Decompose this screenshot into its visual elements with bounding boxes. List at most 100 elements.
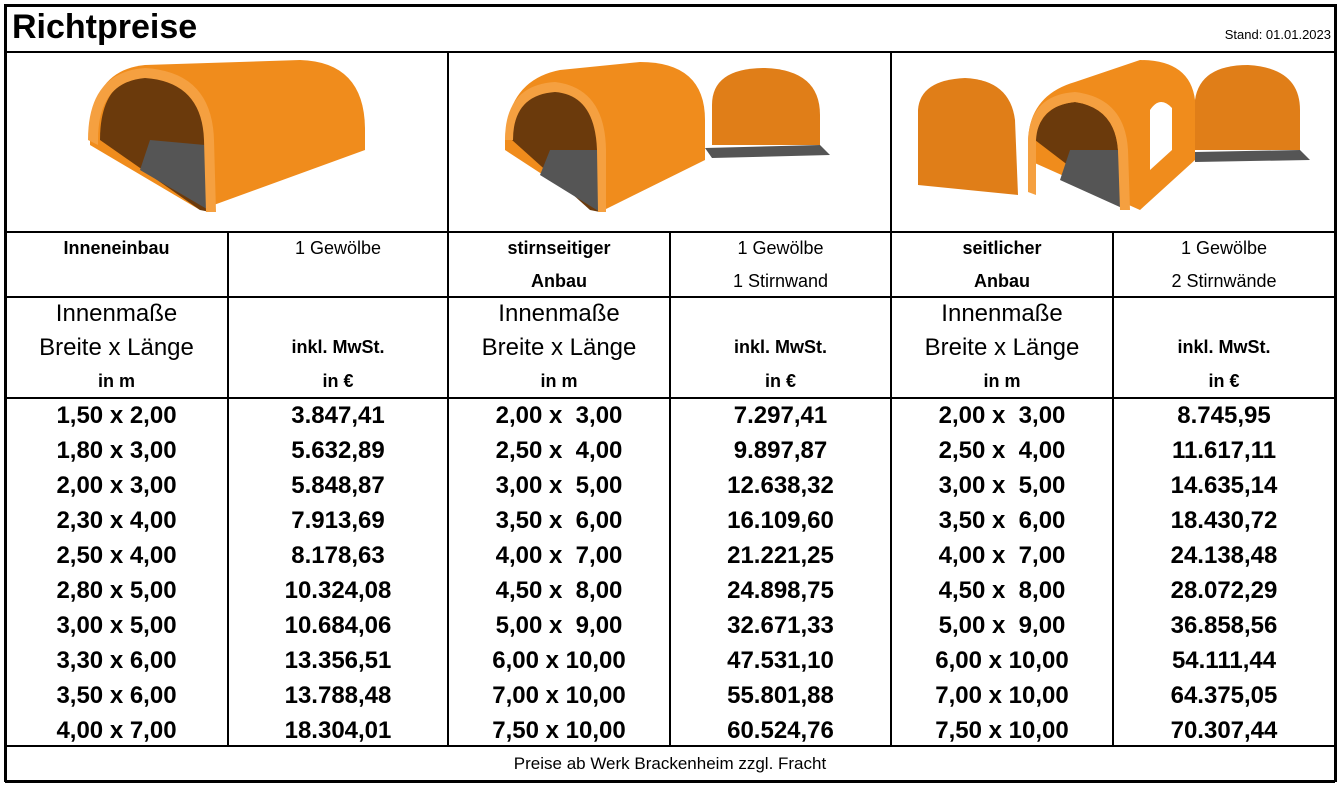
size-cell: 3,30 x 6,00	[5, 643, 228, 678]
price-cell: 70.307,44	[1113, 713, 1335, 748]
price-cell: 18.430,72	[1113, 503, 1335, 538]
cell-text: 32.671,33	[727, 612, 834, 639]
price-header: inkl. MwSt. in €	[228, 297, 448, 398]
footer: Preise ab Werk Brackenheim zzgl. Fracht	[513, 754, 827, 773]
price-cell: 10.324,08	[228, 573, 448, 608]
cell-text: in m	[983, 371, 1021, 391]
cell-text: 13.788,48	[284, 682, 392, 709]
section-name: Inneneinbau	[5, 232, 228, 297]
price-cell: 7.913,69	[228, 503, 448, 538]
size-cell: 3,50 x 6,00	[891, 503, 1113, 538]
section-name: seitlicher Anbau	[891, 232, 1113, 297]
cell-text: 2,30 x 4,00	[56, 507, 177, 534]
price-cell: 28.072,29	[1113, 573, 1335, 608]
cell-text: 3,50 x 6,00	[938, 507, 1066, 534]
cell-text: 2,00 x 3,00	[56, 472, 177, 499]
size-cell: 2,30 x 4,00	[5, 503, 228, 538]
rule	[5, 3, 1335, 7]
price-cell: 54.111,44	[1113, 643, 1335, 678]
cell-text: Anbau	[531, 271, 587, 291]
size-cell: 2,50 x 4,00	[891, 433, 1113, 468]
size-cell: 5,00 x 9,00	[891, 608, 1113, 643]
cell-text: 3,00 x 5,00	[938, 472, 1066, 499]
section-contents: 1 Gewölbe 2 Stirnwände	[1113, 232, 1335, 297]
size-cell: 2,50 x 4,00	[448, 433, 670, 468]
cell-text: 6,00 x 10,00	[492, 647, 626, 674]
cell-text: 7,50 x 10,00	[492, 717, 626, 744]
cell-text: 12.638,32	[727, 472, 834, 499]
cell-text: in m	[540, 371, 578, 391]
price-cell: 14.635,14	[1113, 468, 1335, 503]
cell-text: 55.801,88	[727, 682, 834, 709]
cell-text: 47.531,10	[727, 647, 834, 674]
cell-text: 36.858,56	[1170, 612, 1278, 639]
price-header: inkl. MwSt. in €	[1113, 297, 1335, 398]
size-cell: 7,50 x 10,00	[891, 713, 1113, 748]
cell-text: 4,50 x 8,00	[495, 577, 623, 604]
cell-text: in €	[764, 371, 796, 391]
size-cell: 2,00 x 3,00	[5, 468, 228, 503]
price-cell: 5.632,89	[228, 433, 448, 468]
price-cell: 55.801,88	[670, 678, 891, 713]
cell-text: 7,00 x 10,00	[492, 682, 626, 709]
size-cell: 3,50 x 6,00	[448, 503, 670, 538]
size-cell: 2,50 x 4,00	[5, 538, 228, 573]
price-cell: 24.898,75	[670, 573, 891, 608]
cell-text: 1 Gewölbe	[1180, 238, 1268, 258]
size-header: Innenmaße Breite x Länge in m	[891, 297, 1113, 398]
cell-text: 21.221,25	[727, 542, 834, 569]
cell-text: 8.178,63	[291, 542, 385, 569]
cell-text: 1 Gewölbe	[737, 238, 824, 258]
cell-text: stirnseitiger	[507, 238, 611, 258]
cell-text: inkl. MwSt.	[1177, 337, 1271, 357]
size-cell: 2,80 x 5,00	[5, 573, 228, 608]
size-cell: 7,00 x 10,00	[448, 678, 670, 713]
cell-text: Breite x Länge	[481, 334, 637, 361]
cell-text: seitlicher	[962, 238, 1042, 258]
cell-text: 16.109,60	[727, 507, 834, 534]
cell-text: Inneneinbau	[63, 238, 170, 258]
cell-text: 28.072,29	[1170, 577, 1278, 604]
section-contents: 1 Gewölbe 1 Stirnwand	[670, 232, 891, 297]
size-cell: 4,50 x 8,00	[448, 573, 670, 608]
size-cell: 1,80 x 3,00	[5, 433, 228, 468]
cell-text: 2,50 x 4,00	[938, 437, 1066, 464]
cell-text: 3,50 x 6,00	[495, 507, 623, 534]
rule	[1333, 4, 1337, 782]
cell-text: 3.847,41	[291, 402, 385, 429]
cell-text: 60.524,76	[727, 717, 834, 744]
size-header: Innenmaße Breite x Länge in m	[448, 297, 670, 398]
cell-text: 24.898,75	[727, 577, 834, 604]
price-cell: 12.638,32	[670, 468, 891, 503]
cell-text: 7,50 x 10,00	[935, 717, 1069, 744]
cell-text: 18.430,72	[1170, 507, 1278, 534]
cell-text: Innenmaße	[941, 300, 1063, 327]
cell-text: 70.307,44	[1170, 717, 1278, 744]
cell-text: 2 Stirnwände	[1171, 271, 1277, 291]
size-cell: 4,00 x 7,00	[5, 713, 228, 748]
rule	[3, 4, 7, 782]
cell-text: 5,00 x 9,00	[495, 612, 623, 639]
vault-1	[88, 60, 365, 212]
rule	[447, 52, 449, 232]
price-cell: 9.897,87	[670, 433, 891, 468]
size-cell: 5,00 x 9,00	[448, 608, 670, 643]
cell-text: 1,80 x 3,00	[56, 437, 177, 464]
cell-text: 14.635,14	[1170, 472, 1278, 499]
cell-text: 13.356,51	[284, 647, 392, 674]
price-cell: 47.531,10	[670, 643, 891, 678]
vault-3	[918, 60, 1310, 210]
size-cell: 4,50 x 8,00	[891, 573, 1113, 608]
price-header: inkl. MwSt. in €	[670, 297, 891, 398]
rule	[447, 232, 449, 746]
cell-text: Breite x Länge	[39, 334, 194, 361]
rule	[1112, 232, 1114, 746]
title: Richtpreise	[12, 8, 198, 46]
cell-text: 7.297,41	[733, 402, 828, 429]
cell-text: inkl. MwSt.	[291, 337, 385, 357]
cell-text: 6,00 x 10,00	[935, 647, 1069, 674]
cell-text: 10.324,08	[284, 577, 392, 604]
cell-text: Innenmaße	[55, 300, 178, 327]
size-cell: 4,00 x 7,00	[448, 538, 670, 573]
